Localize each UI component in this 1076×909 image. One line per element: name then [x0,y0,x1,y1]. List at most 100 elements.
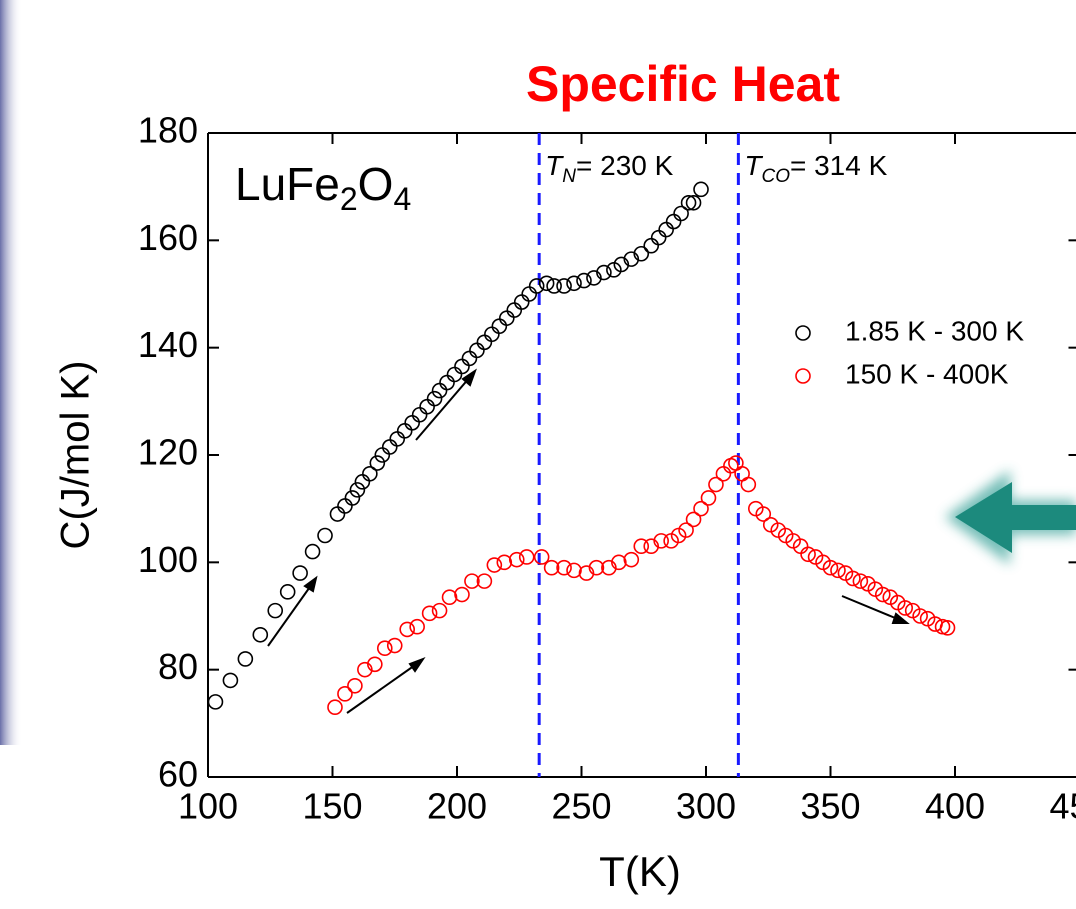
data-point [431,602,448,619]
y-tick-label: 140 [138,324,198,365]
y-tick-label: 180 [138,110,198,151]
data-point [700,490,717,506]
data-point [678,522,694,538]
data-point [369,455,386,471]
data-point [279,584,296,600]
data-point [337,686,353,702]
data-point [596,264,612,281]
data-point [381,439,398,455]
data-point [486,557,503,573]
data-point [693,500,709,517]
data-point [680,194,697,211]
data-point [611,554,627,571]
data-point [643,237,660,254]
x-tick-label: 100 [178,786,238,827]
data-point [623,251,640,267]
data-point [354,474,371,490]
data-point [800,546,816,563]
transition-label: TN= 230 K [545,150,673,187]
x-tick-label: 300 [676,786,736,827]
x-tick-label: 200 [427,786,487,827]
data-point [469,342,485,359]
x-axis-label: T(K) [599,848,681,895]
data-point [658,221,674,238]
data-point [404,414,420,431]
data-point [845,570,861,587]
data-point [267,602,284,619]
direction-arrows [267,368,910,714]
data-point [623,551,640,568]
data-point [578,565,595,581]
data-point [347,677,363,694]
data-point [556,559,572,576]
label-subscript: CO [761,166,790,187]
data-point [454,586,470,603]
data-point [576,272,592,289]
data-point [650,229,667,246]
data-point [222,672,239,689]
data-point [461,350,478,367]
data-point [897,600,914,616]
y-tick-label: 60 [158,754,198,795]
data-point [411,406,428,423]
data-point [708,476,724,493]
data-point [566,562,582,579]
data-point [498,310,515,326]
transition-label: TCO= 314 K [744,150,887,187]
data-point [317,527,333,544]
data-point [533,549,550,565]
y-tick-label: 80 [158,646,198,687]
data-point [386,637,403,654]
data-point [374,447,391,463]
legend-label: 1.85 K - 300 K [845,315,1024,346]
data-point [476,334,493,351]
data-point [367,656,383,673]
x-tick-label: 450 [1049,786,1076,827]
x-tick-label: 350 [800,786,860,827]
data-point [546,278,562,294]
data-point [653,533,669,549]
side-shadow [0,0,22,745]
data-point [344,490,361,506]
data-point [376,640,393,657]
data-point [685,511,702,528]
data-point [740,476,757,493]
label-subscript: N [562,166,576,187]
data-point [419,398,435,415]
data-point [349,482,366,498]
data-point [543,559,560,576]
data-point [633,245,650,262]
chart-title: Specific Heat [526,56,840,112]
data-point [329,506,346,522]
label-text: = 314 K [790,150,888,181]
data-point [613,256,630,273]
data-point [237,651,254,667]
sample-subscript: 4 [393,181,411,217]
label-text: = 230 K [576,150,674,181]
data-point [528,278,545,294]
data-point [586,270,602,286]
data-point [673,205,689,222]
legend-marker [795,325,811,341]
data-point [566,275,582,292]
data-point [421,605,438,622]
data-point [556,278,572,294]
data-point [337,498,353,514]
data-point [454,358,470,375]
data-point [409,618,425,635]
data-point [643,538,660,555]
data-point [362,465,378,482]
y-tick-label: 160 [138,217,198,258]
sample-subscript: 2 [340,181,358,217]
data-point [728,455,744,471]
data-point [874,586,891,603]
x-tick-label: 250 [551,786,611,827]
data-point [304,543,321,560]
x-tick-label: 400 [925,786,985,827]
data-point [464,573,480,589]
data-point [508,551,525,568]
data-point [715,465,732,482]
data-point [357,661,373,678]
label-symbol: T [744,150,763,181]
